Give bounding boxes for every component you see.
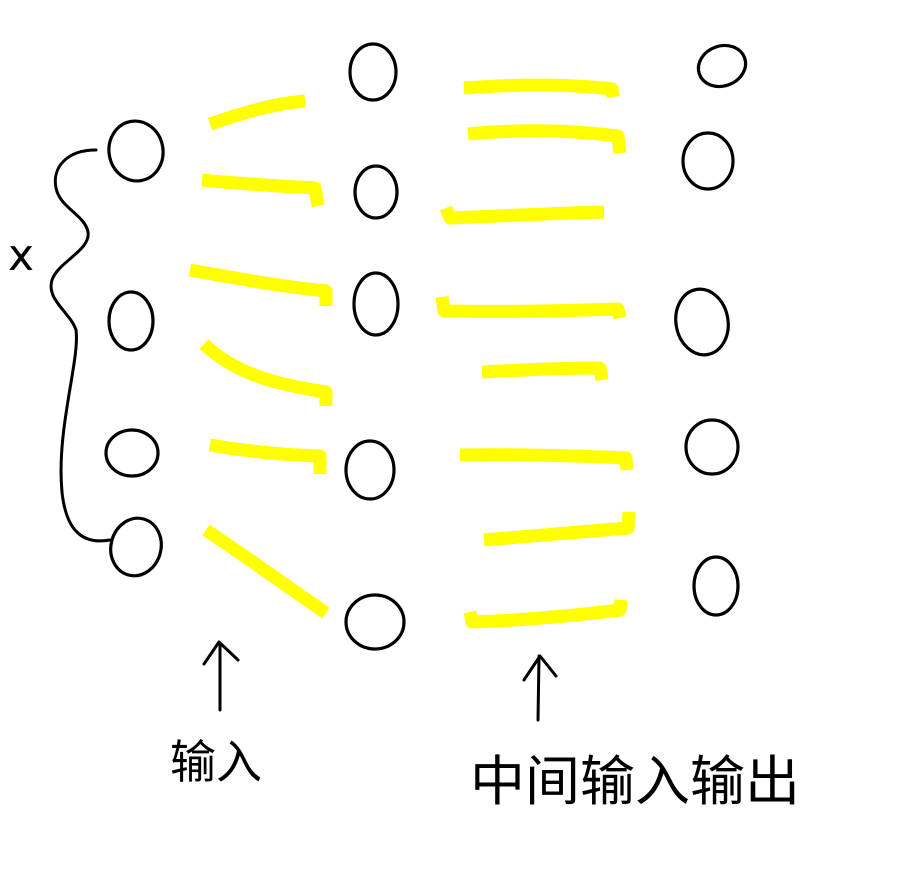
hidden-node <box>674 287 730 357</box>
hidden-node <box>348 42 398 102</box>
input-layer <box>104 119 165 578</box>
connection-mark <box>207 94 306 131</box>
input-node <box>104 428 160 478</box>
hidden-node <box>696 43 748 89</box>
connection-mark <box>463 78 620 98</box>
connection-mark <box>202 524 330 619</box>
input-brace <box>49 148 112 543</box>
intermediate-caption: 中间输入输出 <box>470 750 800 813</box>
input-node <box>107 119 165 183</box>
connection-mark <box>201 173 325 208</box>
hidden-layer-1 <box>344 42 406 651</box>
connection-mark <box>208 438 327 474</box>
connection-mark <box>435 296 627 320</box>
hidden-node <box>684 418 740 476</box>
connection-mark <box>188 263 333 306</box>
connection-mark <box>481 361 609 382</box>
input-variable-label: x <box>8 230 34 281</box>
connections-hidden1-to-hidden2 <box>435 78 636 629</box>
connections-input-to-hidden1 <box>188 94 333 619</box>
input-caption: 输入 <box>170 735 262 789</box>
hidden-node <box>353 164 399 220</box>
connection-mark <box>199 339 333 406</box>
hidden-node <box>344 439 396 501</box>
hidden-node <box>352 271 400 337</box>
hidden-layer-2 <box>674 43 748 617</box>
connection-mark <box>467 124 627 154</box>
input-node <box>107 290 155 352</box>
input-node <box>109 516 163 578</box>
connection-mark <box>459 448 634 471</box>
hidden-node <box>681 131 735 191</box>
connection-mark <box>483 511 636 547</box>
hidden-node <box>344 593 406 651</box>
intermediate-arrow <box>522 654 558 722</box>
hidden-node <box>692 555 740 617</box>
input-arrow <box>202 640 240 712</box>
connection-mark <box>439 205 605 225</box>
connection-mark <box>463 599 628 629</box>
